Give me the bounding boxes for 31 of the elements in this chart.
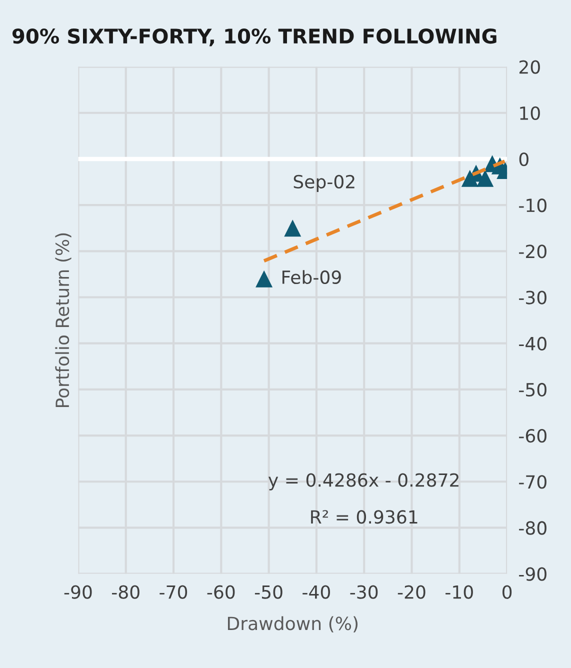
x-tick-label: -70 [160,585,188,599]
y-tick-label: 0 [519,152,528,166]
y-tick-label: -10 [519,198,546,212]
y-tick-label: -40 [519,336,546,350]
y-tick-label: -90 [519,567,546,581]
x-tick-label: -60 [207,585,235,599]
y-tick-label: -20 [519,244,546,258]
y-tick-label: -50 [519,382,546,397]
y-tick-label: -60 [519,428,546,443]
x-tick-label: -50 [254,585,282,599]
point [256,270,273,288]
x-tick-label: -10 [446,585,473,599]
y-tick-label: -30 [519,290,546,304]
x-tick-label: -20 [398,585,426,599]
x-tick-label: -90 [64,585,92,599]
y-tick-label: 20 [519,60,540,74]
x-tick-label: 0 [502,585,512,599]
annotation: y = 0.4286x - 0.2872 [268,473,458,490]
annotation: Feb-09 [282,270,341,284]
x-tick-label: -80 [112,585,140,599]
y-axis-title: Portfolio Return (%) [55,233,72,407]
y-tick-label: -70 [519,475,546,489]
point [284,220,302,237]
x-tick-label: -30 [350,585,378,599]
annotation: R² = 0.9361 [311,510,418,524]
x-tick-label: -40 [302,585,330,599]
annotation: Sep-02 [294,174,354,192]
y-tick-label: -80 [519,521,546,535]
chart-title: 90% SIXTY-FORTY, 10% TREND FOLLOWING [12,28,496,46]
x-axis-title: Drawdown (%) [228,616,358,632]
y-tick-label: 10 [520,106,540,120]
